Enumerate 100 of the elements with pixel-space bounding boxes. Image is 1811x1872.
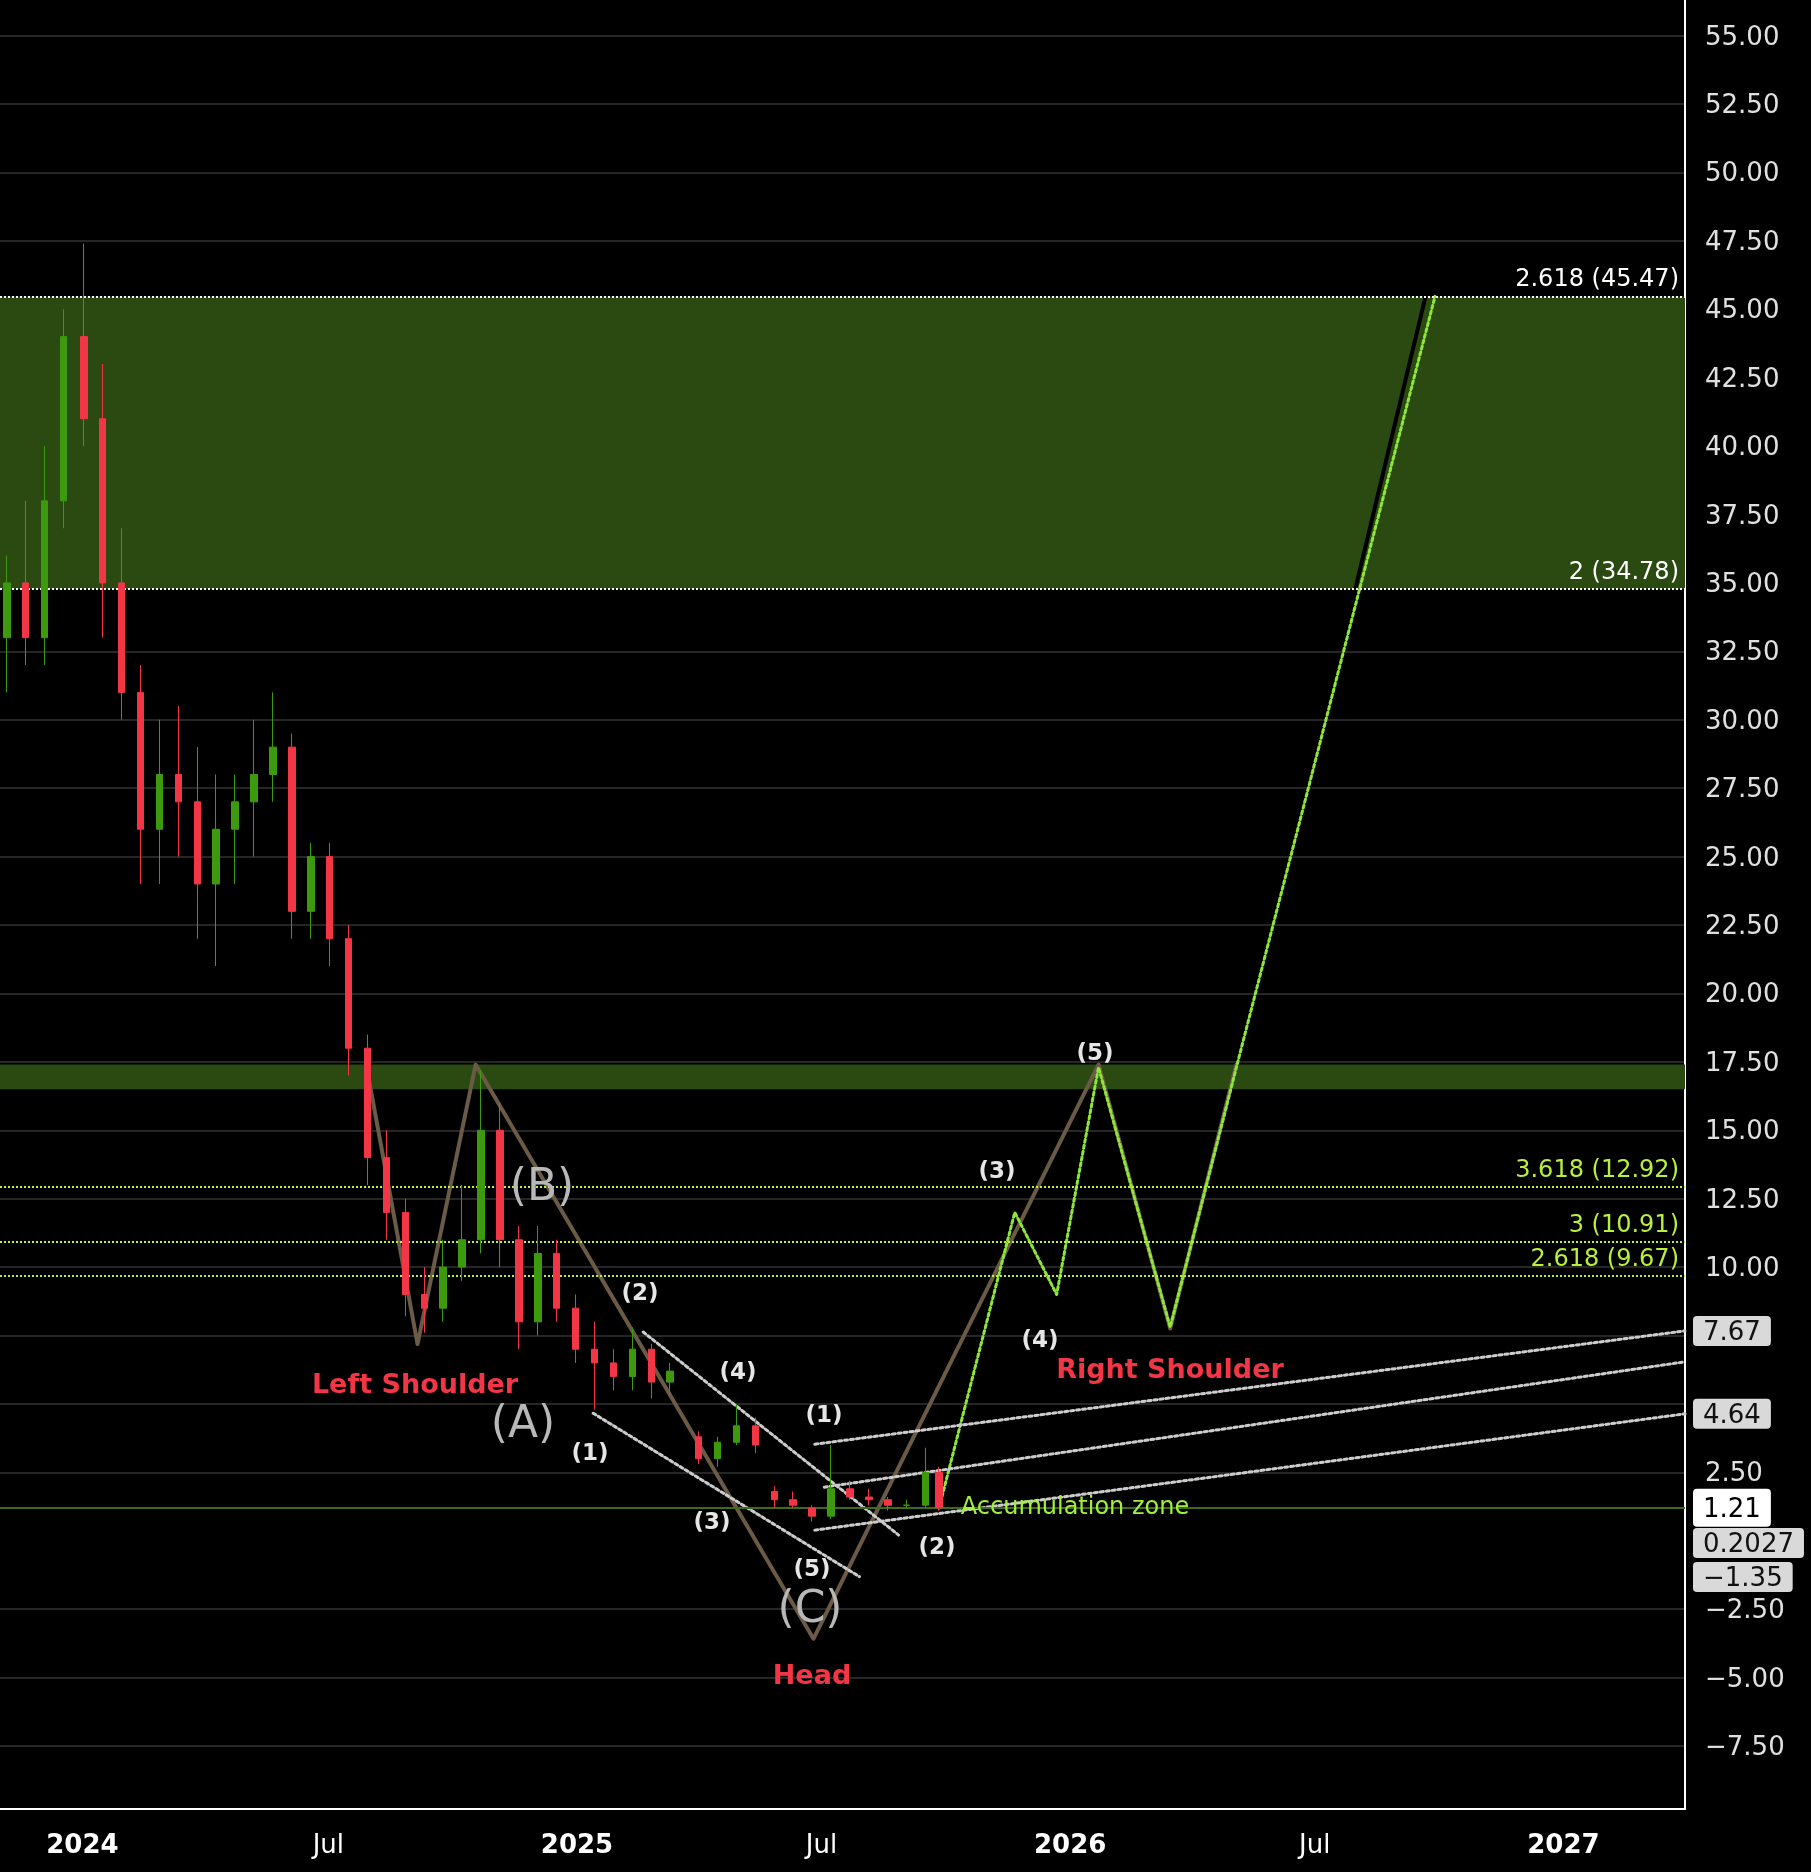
annotation: (3)	[693, 1508, 731, 1534]
annotation: (2)	[621, 1279, 659, 1305]
ref-line-label: 2 (34.78)	[1568, 556, 1679, 585]
annotation: (3)	[978, 1157, 1016, 1183]
candlestick	[156, 719, 163, 885]
annotation: (5)	[793, 1555, 831, 1581]
candlestick	[629, 1326, 636, 1391]
y-tick-label: 27.50	[1705, 773, 1780, 804]
annotation: 4.64	[1703, 1398, 1761, 1429]
annotation: (5)	[1076, 1039, 1114, 1065]
y-tick-label: 50.00	[1705, 157, 1780, 188]
y-tick-label: 25.00	[1705, 841, 1780, 872]
candlestick	[383, 1129, 390, 1241]
y-tick-label: −7.50	[1705, 1731, 1785, 1762]
annotation: (1)	[805, 1401, 843, 1427]
candlestick	[175, 705, 182, 858]
candlestick	[194, 746, 201, 940]
y-tick-label: 37.50	[1705, 499, 1780, 530]
x-tick-label: 2026	[1034, 1829, 1107, 1859]
candlestick	[137, 664, 144, 885]
candlestick	[99, 363, 106, 639]
candlestick	[288, 732, 296, 940]
x-tick-label: 2025	[540, 1829, 614, 1859]
y-tick-label: −2.50	[1705, 1594, 1785, 1625]
candlestick	[364, 1034, 371, 1186]
candlestick	[3, 555, 11, 693]
candlestick	[212, 774, 220, 967]
annotation: Accumulation zone	[960, 1492, 1190, 1520]
y-tick-label: 2.50	[1705, 1457, 1763, 1488]
candlestick	[477, 1069, 485, 1254]
candlestick	[515, 1225, 523, 1350]
annotation: (2)	[918, 1533, 956, 1559]
y-tick-label: 47.50	[1705, 225, 1780, 256]
y-tick-label: 40.00	[1705, 431, 1780, 462]
ref-line-label: 1.21	[1703, 1492, 1761, 1523]
annotation: 7.67	[1703, 1315, 1761, 1346]
x-tick-label: Jul	[1297, 1829, 1331, 1859]
candlestick	[345, 924, 352, 1077]
ref-line-label: 2.618 (9.67)	[1530, 1244, 1679, 1273]
candlestick	[496, 1102, 504, 1268]
candlestick	[666, 1362, 674, 1397]
candlestick	[935, 1466, 943, 1512]
ref-line-label: 3.618 (12.92)	[1515, 1155, 1679, 1184]
candlestick	[752, 1417, 759, 1454]
annotation: (1)	[571, 1439, 609, 1465]
y-tick-label: −5.00	[1705, 1662, 1785, 1693]
annotation: (4)	[1021, 1326, 1059, 1352]
y-tick-label: 17.50	[1705, 1046, 1780, 1077]
y-tick-label: 52.50	[1705, 89, 1780, 119]
candlestick	[553, 1239, 560, 1323]
candlestick	[695, 1430, 702, 1465]
y-tick-label: 10.00	[1705, 1252, 1780, 1283]
candlestick	[846, 1480, 854, 1501]
candlestick	[269, 691, 277, 803]
candlestick	[118, 527, 125, 721]
y-tick-label: 35.00	[1705, 567, 1780, 598]
candlestick	[903, 1499, 910, 1509]
y-tick-label: 22.50	[1705, 910, 1780, 941]
y-tick-label: 20.00	[1705, 978, 1780, 1009]
ref-line-label: 3 (10.91)	[1568, 1210, 1679, 1239]
candlestick	[789, 1491, 797, 1509]
y-tick-label: 30.00	[1705, 704, 1780, 735]
candlestick	[865, 1488, 873, 1506]
candlestick	[534, 1225, 542, 1337]
candlestick	[421, 1266, 428, 1334]
candlestick	[648, 1343, 655, 1399]
candlestick	[250, 719, 258, 858]
candlestick	[572, 1293, 579, 1364]
candlestick	[771, 1485, 778, 1509]
candlestick	[402, 1198, 409, 1317]
candlestick	[326, 842, 333, 967]
x-tick-label: 2027	[1527, 1829, 1600, 1859]
y-tick-label: 45.00	[1705, 294, 1780, 325]
candlestick	[884, 1496, 892, 1512]
candlestick	[827, 1444, 835, 1520]
candlestick	[610, 1348, 617, 1391]
annotation: Head	[772, 1658, 852, 1690]
y-tick-label: 15.00	[1705, 1115, 1780, 1146]
candlestick	[307, 842, 315, 940]
ref-line-label: 2.618 (45.47)	[1515, 264, 1679, 293]
candlestick	[922, 1447, 929, 1509]
annotation: (4)	[719, 1358, 757, 1384]
candlestick	[808, 1504, 816, 1523]
candlestick	[60, 308, 67, 529]
text: −1.35	[1703, 1562, 1783, 1592]
candlestick	[591, 1321, 598, 1410]
x-tick-label: 2024	[46, 1829, 119, 1859]
candlestick	[458, 1184, 466, 1282]
y-tick-label: 42.50	[1705, 362, 1780, 393]
candlestick	[733, 1403, 740, 1446]
candlestick	[22, 500, 29, 666]
x-tick-label: Jul	[803, 1829, 838, 1859]
x-tick-label: Jul	[310, 1829, 345, 1859]
candlestick	[714, 1436, 721, 1468]
candlestick	[231, 774, 239, 885]
candlestick	[80, 243, 88, 447]
text: 0.2027	[1703, 1528, 1794, 1558]
annotation: Right Shoulder	[1056, 1352, 1285, 1384]
y-tick-label: 32.50	[1705, 636, 1780, 667]
candlestick	[41, 445, 48, 666]
